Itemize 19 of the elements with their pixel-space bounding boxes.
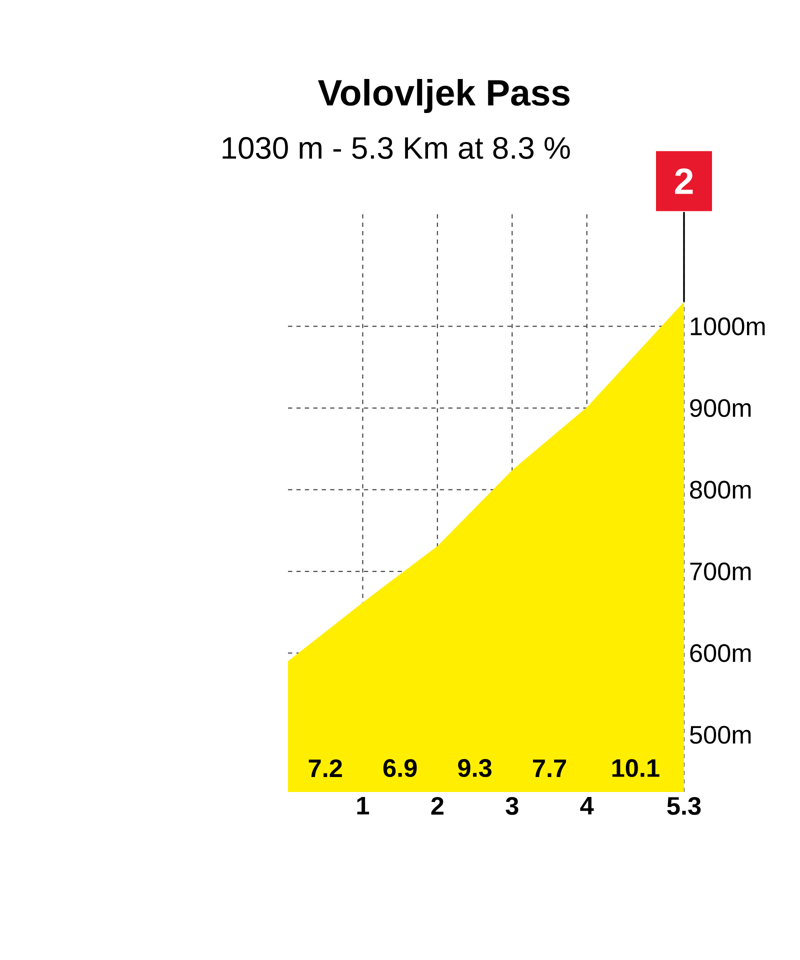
x-tick-label: 1 [357,796,370,814]
x-tick-label: 3 [506,796,518,815]
y-tick-label: 1000m [690,317,765,336]
chart-subtitle: 1030 m - 5.3 Km at 8.3 % [222,137,570,159]
y-tick-label: 900m [690,399,751,418]
annotation: 9.3 [458,759,492,778]
x-tick-label: 4 [580,796,594,814]
y-tick-label: 600m [690,644,751,662]
annotation: 10.1 [612,759,660,778]
annotation: 7.7 [533,760,566,778]
chart-title: Volovljek Pass [318,78,570,114]
y-tick-label: 500m [690,726,751,744]
y-tick-label: 700m [690,562,751,580]
x-tick-label: 5.3 [667,796,701,815]
x-tick-label: 2 [431,796,444,815]
annotation: 6.9 [383,759,417,778]
annotation: 2 [675,168,693,194]
y-tick-label: 800m [690,480,751,499]
annotation: 7.2 [308,759,342,778]
